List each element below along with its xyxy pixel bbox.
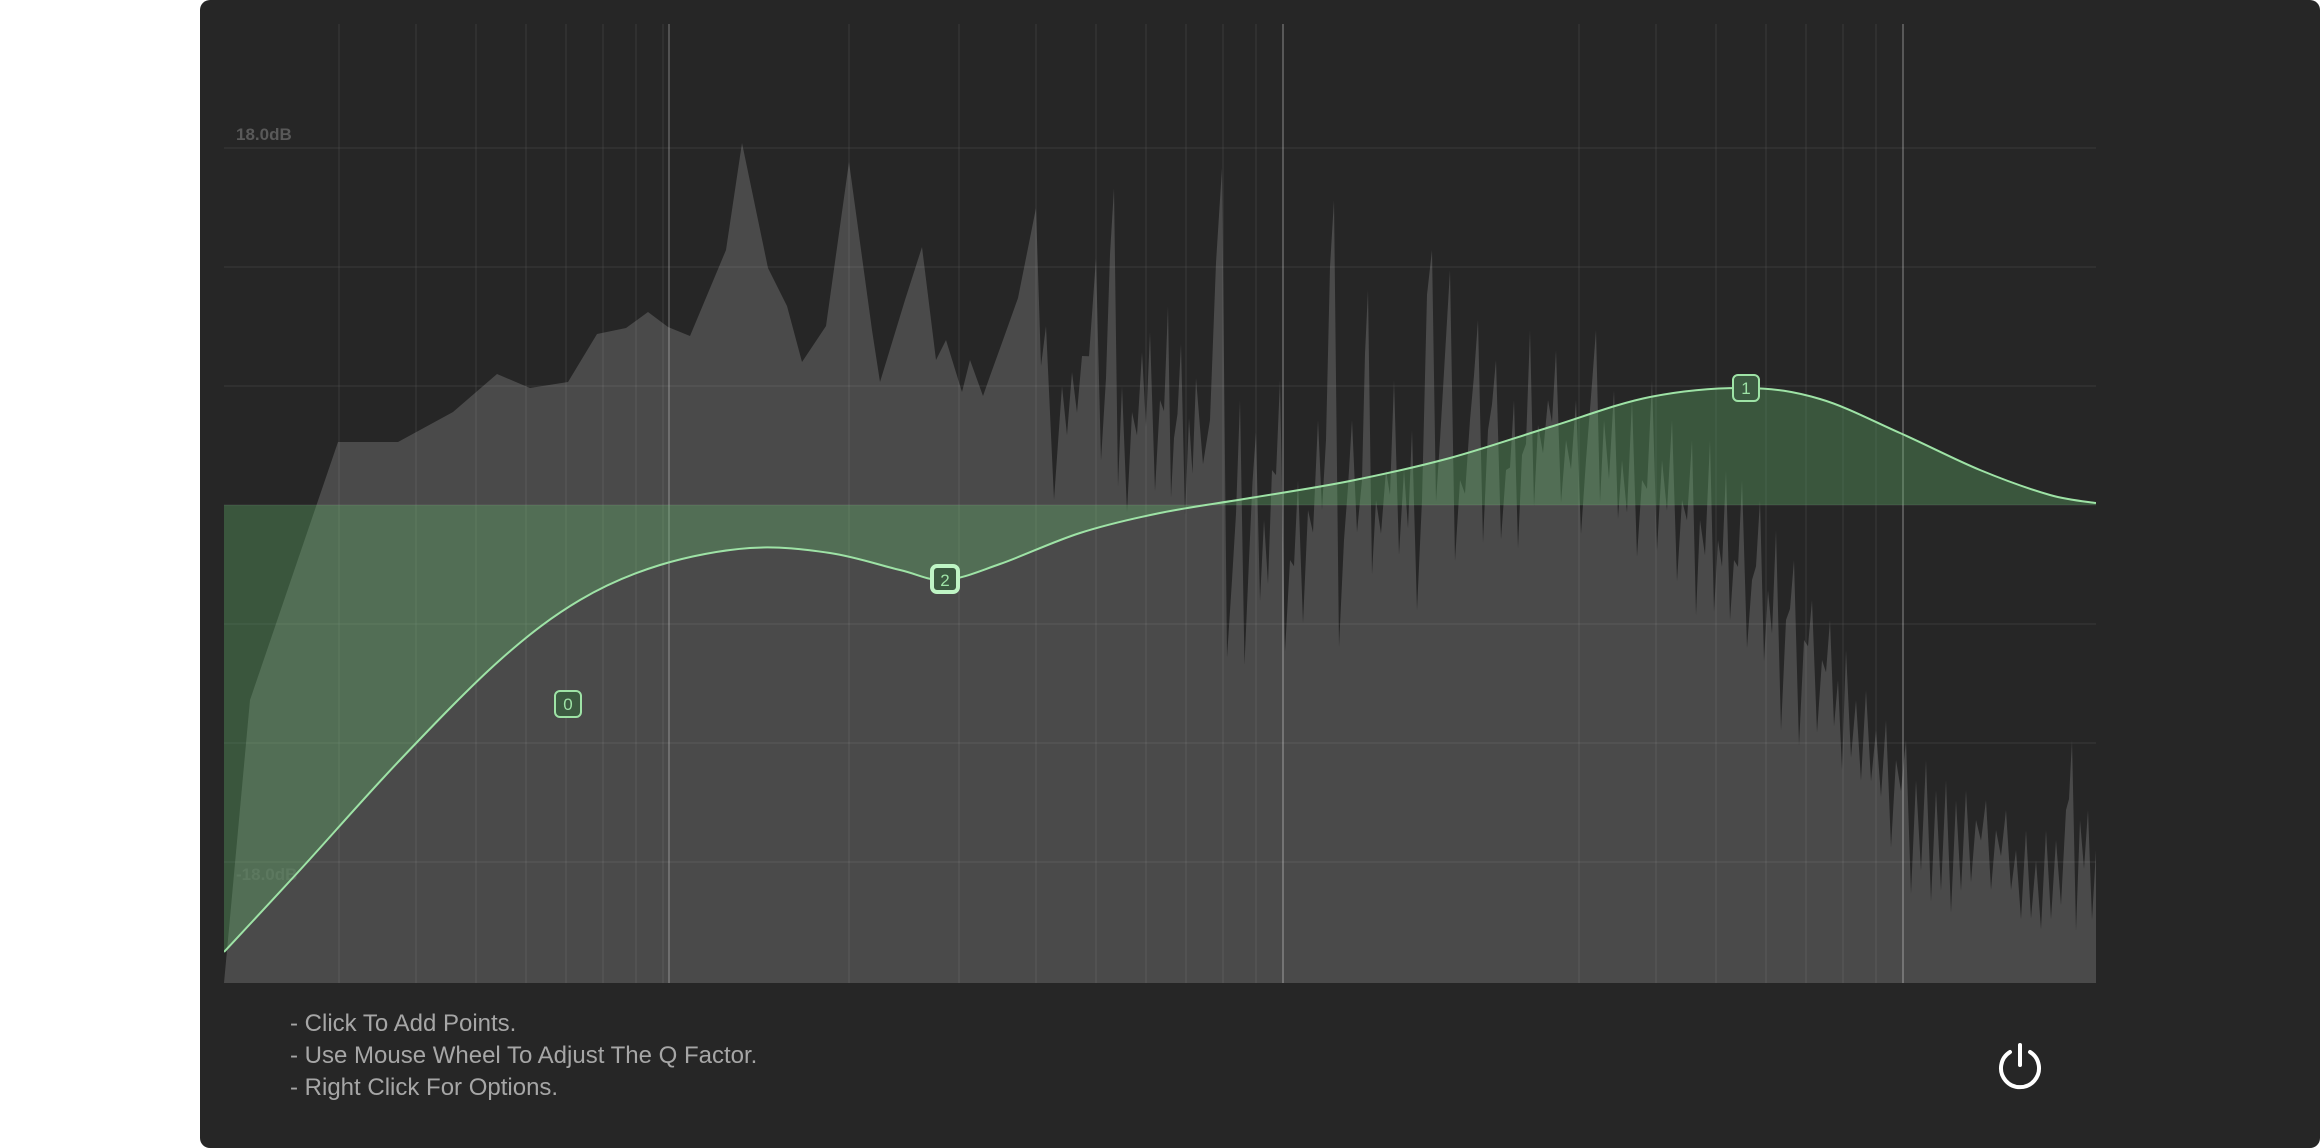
instruction-item: Use Mouse Wheel To Adjust The Q Factor. bbox=[290, 1040, 758, 1072]
instruction-item: Click To Add Points. bbox=[290, 1008, 757, 1040]
instructions-list: Click To Add Points. Use Mouse Wheel To … bbox=[290, 1008, 758, 1104]
eq-node-1-label: 1 bbox=[1741, 379, 1750, 398]
eq-node-0-label: 0 bbox=[563, 695, 572, 714]
power-icon bbox=[1999, 1043, 2041, 1090]
eq-node-0[interactable]: 0 bbox=[554, 690, 582, 718]
instruction-item: Right Click For Options. bbox=[290, 1072, 757, 1104]
eq-node-2-label: 2 bbox=[940, 571, 949, 590]
eq-panel bbox=[200, 0, 2320, 1148]
eq-node-1[interactable]: 1 bbox=[1732, 374, 1760, 402]
power-button[interactable] bbox=[1994, 1040, 2046, 1092]
eq-node-2[interactable]: 2 bbox=[930, 564, 960, 594]
